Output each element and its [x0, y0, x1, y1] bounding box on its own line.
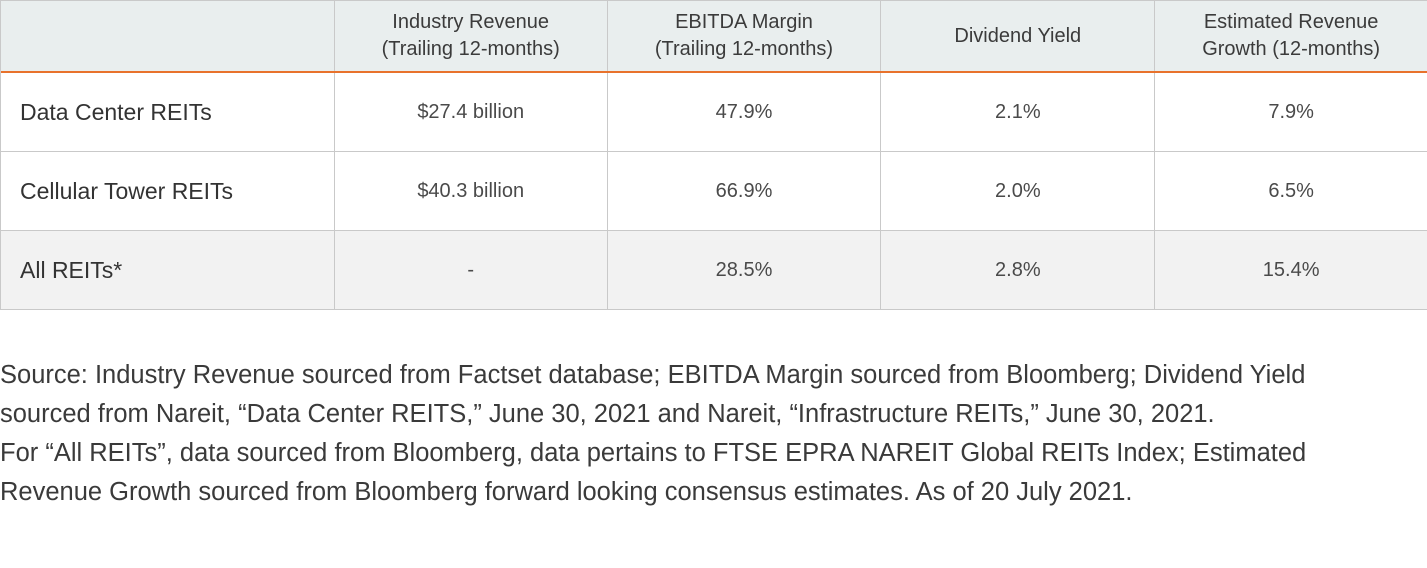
table-cell: 2.1%	[881, 73, 1156, 151]
table-cell: -	[335, 231, 608, 309]
table-cell: 28.5%	[608, 231, 882, 309]
header-cell-blank	[1, 1, 335, 71]
row-label: Data Center REITs	[1, 73, 335, 151]
table-cell: 66.9%	[608, 152, 882, 230]
table-cell: 2.0%	[881, 152, 1156, 230]
table-cell: 47.9%	[608, 73, 882, 151]
source-note: Source: Industry Revenue sourced from Fa…	[0, 356, 1420, 512]
header-cell-industry-revenue: Industry Revenue (Trailing 12-months)	[335, 1, 608, 71]
table-cell: $27.4 billion	[335, 73, 608, 151]
source-note-line: Source: Industry Revenue sourced from Fa…	[0, 361, 1306, 389]
table-row: Cellular Tower REITs $40.3 billion 66.9%…	[1, 152, 1427, 231]
table-row: All REITs* - 28.5% 2.8% 15.4%	[1, 231, 1427, 310]
row-label: Cellular Tower REITs	[1, 152, 335, 230]
data-table: Industry Revenue (Trailing 12-months) EB…	[0, 0, 1427, 310]
header-line: Dividend Yield	[954, 24, 1082, 47]
header-cell-dividend-yield: Dividend Yield	[881, 1, 1156, 71]
row-label: All REITs*	[1, 231, 335, 309]
header-line: Estimated Revenue	[1203, 11, 1379, 33]
header-cell-ebitda-margin: EBITDA Margin (Trailing 12-months)	[608, 1, 882, 71]
header-line: EBITDA Margin	[675, 11, 813, 33]
source-note-line: sourced from Nareit, “Data Center REITS,…	[0, 400, 1215, 428]
source-note-line: For “All REITs”, data sourced from Bloom…	[0, 439, 1307, 467]
table-cell: 7.9%	[1268, 100, 1314, 123]
header-line: (Trailing 12-months)	[381, 38, 560, 60]
table-cell: 6.5%	[1268, 179, 1314, 202]
header-line: (Trailing 12-months)	[654, 38, 834, 60]
table-row: Data Center REITs $27.4 billion 47.9% 2.…	[1, 73, 1427, 152]
table-cell: $40.3 billion	[335, 152, 608, 230]
header-line: Growth (12-months)	[1202, 38, 1381, 60]
table-cell: 2.8%	[881, 231, 1156, 309]
table-cell: 15.4%	[1262, 258, 1320, 281]
header-line: Industry Revenue	[392, 11, 550, 33]
source-note-line: Revenue Growth sourced from Bloomberg fo…	[0, 478, 1133, 506]
header-cell-estimated-revenue-growth: Estimated Revenue Growth (12-months)	[1155, 1, 1427, 71]
table-header-row: Industry Revenue (Trailing 12-months) EB…	[1, 0, 1427, 73]
